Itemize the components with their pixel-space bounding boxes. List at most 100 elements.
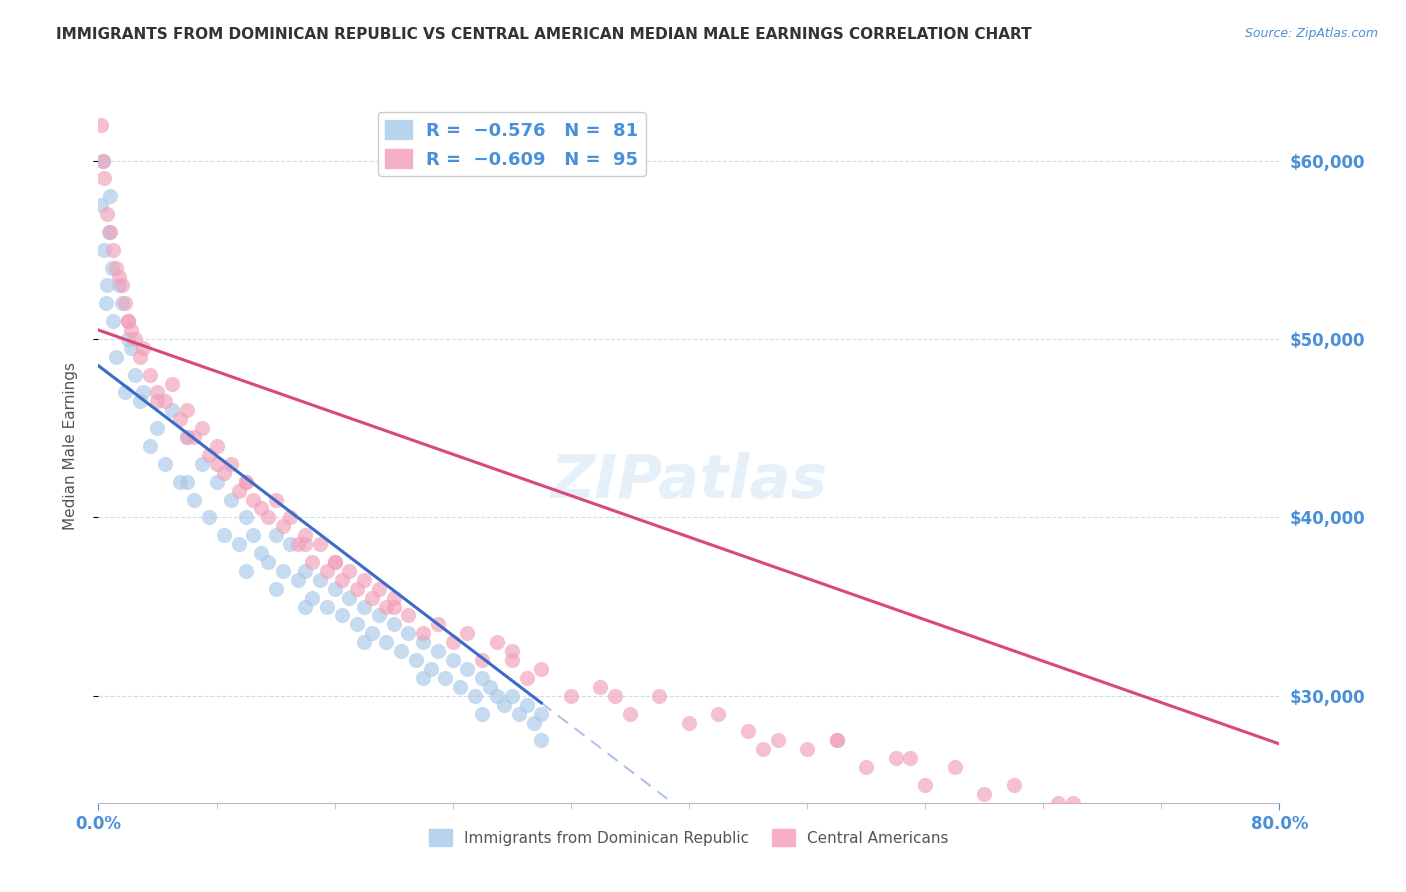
Point (330, 608, 353, 623)
Point (434, 671, 457, 685)
Point (382, 591, 405, 605)
Legend: Immigrants from Dominican Republic, Central Americans: Immigrants from Dominican Republic, Cent… (423, 823, 955, 852)
Point (382, 617, 405, 632)
Point (752, 742, 775, 756)
Point (516, 671, 538, 685)
Point (412, 635, 434, 649)
Point (825, 733, 848, 747)
Point (375, 599, 398, 614)
Point (96, 278, 118, 293)
Point (294, 537, 316, 551)
Point (228, 483, 250, 498)
Point (405, 653, 427, 667)
Point (501, 653, 523, 667)
Point (90, 118, 112, 132)
Point (530, 733, 553, 747)
Point (235, 475, 257, 489)
Point (105, 350, 128, 364)
Point (103, 314, 125, 328)
Point (457, 626, 479, 640)
Point (737, 724, 759, 739)
Point (486, 689, 509, 703)
Point (205, 475, 228, 489)
Point (316, 599, 339, 614)
Point (766, 733, 789, 747)
Point (153, 457, 176, 471)
Text: ZIPatlas: ZIPatlas (550, 452, 828, 511)
Point (257, 555, 280, 569)
Point (508, 706, 530, 721)
Point (560, 689, 582, 703)
Point (294, 599, 316, 614)
Point (105, 260, 128, 275)
Point (648, 689, 671, 703)
Point (973, 787, 995, 801)
Point (162, 403, 183, 417)
Point (93, 243, 115, 257)
Point (257, 510, 280, 524)
Point (707, 706, 730, 721)
Point (169, 412, 191, 426)
Point (825, 733, 848, 747)
Point (943, 760, 966, 774)
Point (191, 457, 214, 471)
Point (346, 582, 368, 596)
Point (471, 671, 494, 685)
Point (323, 582, 346, 596)
Point (176, 430, 198, 444)
Point (412, 626, 434, 640)
Point (250, 501, 273, 516)
Point (309, 573, 332, 587)
Point (98, 225, 121, 239)
Point (360, 626, 382, 640)
Point (271, 564, 294, 578)
Point (264, 528, 287, 542)
Point (353, 573, 375, 587)
Point (212, 466, 235, 480)
Point (93, 171, 115, 186)
Point (97, 225, 120, 239)
Point (221, 492, 243, 507)
Point (198, 448, 221, 462)
Point (301, 555, 323, 569)
Point (494, 698, 516, 712)
Point (427, 644, 450, 658)
Point (235, 475, 257, 489)
Point (280, 537, 302, 551)
Point (228, 537, 250, 551)
Point (162, 376, 183, 391)
Point (120, 323, 142, 337)
Point (264, 582, 287, 596)
Point (309, 537, 332, 551)
Point (242, 492, 264, 507)
Point (316, 564, 339, 578)
Point (146, 394, 169, 409)
Point (619, 706, 641, 721)
Point (375, 635, 398, 649)
Point (287, 537, 309, 551)
Point (280, 510, 302, 524)
Point (330, 573, 353, 587)
Point (346, 617, 368, 632)
Point (368, 582, 391, 596)
Point (368, 608, 391, 623)
Point (128, 394, 150, 409)
Point (419, 662, 441, 676)
Text: Source: ZipAtlas.com: Source: ZipAtlas.com (1244, 27, 1378, 40)
Point (176, 430, 198, 444)
Point (294, 564, 316, 578)
Point (124, 368, 146, 382)
Point (605, 689, 627, 703)
Point (884, 751, 907, 765)
Point (120, 341, 142, 355)
Point (183, 430, 205, 444)
Point (389, 644, 412, 658)
Point (323, 555, 346, 569)
Point (486, 635, 509, 649)
Point (198, 510, 221, 524)
Point (124, 332, 146, 346)
Point (353, 599, 375, 614)
Point (457, 662, 479, 676)
Point (501, 689, 523, 703)
Point (90, 198, 112, 212)
